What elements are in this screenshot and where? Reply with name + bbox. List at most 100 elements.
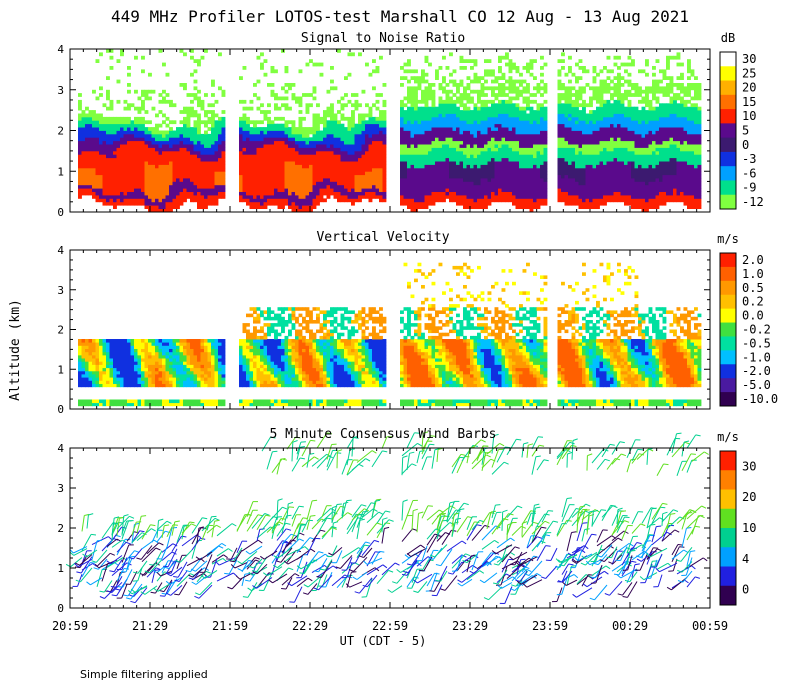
- snr-cell: [571, 120, 576, 125]
- snr-cell: [330, 188, 334, 192]
- snr-cell: [491, 69, 495, 74]
- snr-cell: [260, 164, 264, 169]
- snr-cell: [158, 171, 163, 176]
- snr-cell: [501, 130, 506, 135]
- snr-cell: [568, 133, 572, 138]
- snr-cell: [176, 174, 180, 179]
- snr-cell: [645, 144, 649, 148]
- snr-cell: [498, 144, 502, 148]
- snr-cell: [599, 106, 604, 111]
- snr-cell: [435, 161, 439, 165]
- snr-cell: [543, 120, 548, 125]
- snr-cell: [627, 191, 632, 196]
- snr-cell: [631, 140, 635, 145]
- snr-cell: [515, 113, 520, 118]
- snr-cell: [109, 106, 114, 111]
- snr-cell: [445, 150, 450, 155]
- snr-cell: [491, 116, 495, 121]
- snr-cell: [501, 157, 506, 162]
- snr-cell: [218, 150, 222, 155]
- snr-cell: [120, 116, 124, 121]
- snr-cell: [242, 144, 247, 148]
- snr-cell: [487, 164, 492, 169]
- snr-cell: [582, 116, 586, 121]
- snr-cell: [638, 164, 642, 169]
- snr-cell: [144, 89, 149, 94]
- snr-cell: [239, 76, 243, 80]
- snr-cell: [148, 127, 152, 131]
- snr-cell: [484, 127, 488, 131]
- snr-cell: [78, 93, 82, 97]
- snr-cell: [603, 103, 607, 108]
- snr-cell: [239, 99, 243, 104]
- snr-cell: [179, 201, 184, 206]
- snr-cell: [340, 181, 345, 186]
- snr-cell: [536, 116, 541, 121]
- snr-cell: [365, 62, 369, 67]
- snr-cell: [85, 140, 89, 145]
- snr-cell: [480, 86, 485, 91]
- snr-cell: [361, 178, 366, 182]
- snr-cell: [564, 157, 569, 162]
- snr-cell: [281, 205, 285, 209]
- snr-cell: [533, 181, 537, 186]
- snr-cell: [652, 96, 656, 101]
- snr-cell: [645, 59, 649, 63]
- snr-cell: [414, 205, 418, 209]
- snr-cell: [564, 201, 569, 206]
- snr-cell: [501, 147, 506, 152]
- snr-cell: [417, 205, 422, 209]
- snr-cell: [351, 154, 355, 159]
- snr-cell: [540, 201, 544, 206]
- snr-cell: [484, 167, 488, 172]
- snr-cell: [158, 93, 163, 97]
- snr-cell: [253, 174, 257, 179]
- snr-cell: [529, 133, 534, 138]
- snr-cell: [470, 167, 474, 172]
- snr-cell: [634, 184, 639, 189]
- snr-cell: [284, 83, 289, 87]
- snr-cell: [270, 89, 275, 94]
- snr-cell: [207, 144, 212, 148]
- snr-cell: [431, 137, 436, 142]
- snr-cell: [596, 130, 600, 135]
- snr-cell: [151, 150, 156, 155]
- snr-cell: [533, 127, 537, 131]
- snr-cell: [410, 133, 415, 138]
- snr-cell: [592, 171, 597, 176]
- snr-cell: [239, 157, 243, 162]
- snr-cell: [326, 191, 331, 196]
- snr-cell: [596, 154, 600, 159]
- snr-cell: [281, 116, 285, 121]
- snr-cell: [648, 86, 653, 91]
- snr-cell: [526, 133, 530, 138]
- snr-cell: [92, 127, 96, 131]
- snr-cell: [358, 154, 362, 159]
- snr-cell: [512, 161, 516, 165]
- snr-cell: [169, 137, 173, 142]
- snr-cell: [512, 171, 516, 176]
- snr-cell: [309, 205, 313, 209]
- snr-cell: [617, 89, 621, 94]
- snr-cell: [176, 198, 180, 203]
- snr-cell: [267, 164, 271, 169]
- snr-cell: [589, 96, 593, 101]
- snr-cell: [246, 191, 250, 196]
- snr-cell: [564, 171, 569, 176]
- snr-cell: [613, 150, 618, 155]
- snr-cell: [78, 147, 82, 152]
- snr-cell: [641, 130, 646, 135]
- snr-cell: [141, 184, 145, 189]
- snr-cell: [284, 201, 289, 206]
- snr-cell: [239, 174, 243, 179]
- snr-cell: [599, 116, 604, 121]
- snr-cell: [204, 164, 208, 169]
- snr-cell: [652, 205, 656, 209]
- snr-cell: [620, 150, 625, 155]
- snr-cell: [596, 133, 600, 138]
- snr-cell: [102, 181, 107, 186]
- snr-cell: [470, 198, 474, 203]
- snr-cell: [305, 205, 310, 209]
- snr-cell: [638, 201, 642, 206]
- snr-cell: [606, 127, 611, 131]
